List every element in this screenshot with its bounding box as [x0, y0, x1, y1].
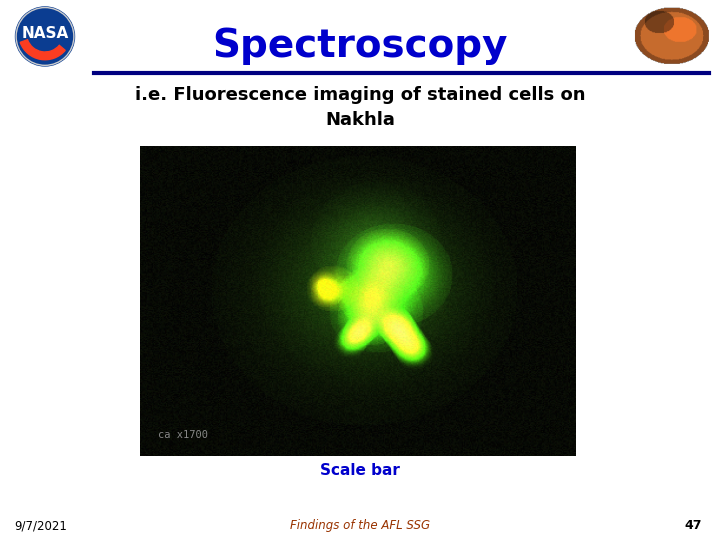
- Text: Spectroscopy: Spectroscopy: [212, 27, 508, 65]
- Text: Findings of the AFL SSG: Findings of the AFL SSG: [290, 519, 430, 532]
- Wedge shape: [20, 40, 66, 60]
- Text: 47: 47: [685, 519, 702, 532]
- Text: Scale bar: Scale bar: [320, 463, 400, 478]
- Circle shape: [16, 7, 74, 66]
- Text: i.e. Fluorescence imaging of stained cells on: i.e. Fluorescence imaging of stained cel…: [135, 85, 585, 104]
- Text: 9/7/2021: 9/7/2021: [14, 519, 67, 532]
- Text: Nakhla: Nakhla: [325, 111, 395, 129]
- Text: ca x1700: ca x1700: [158, 430, 208, 440]
- Text: NASA: NASA: [22, 26, 68, 42]
- Circle shape: [17, 9, 73, 64]
